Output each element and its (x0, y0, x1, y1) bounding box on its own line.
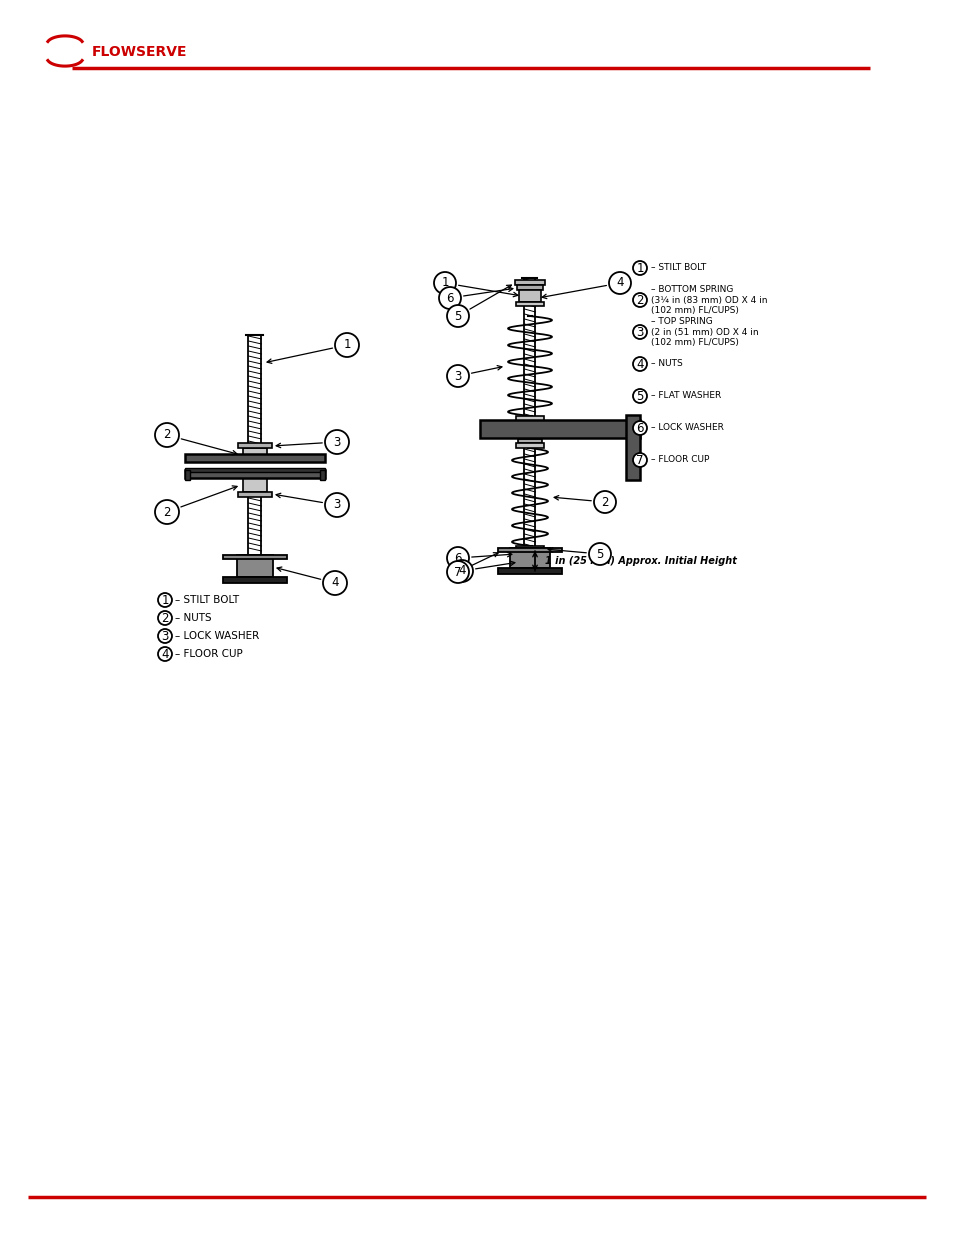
Circle shape (608, 272, 630, 294)
Text: 7: 7 (636, 453, 643, 467)
Bar (517, 438, 541, 443)
Circle shape (154, 500, 179, 524)
Circle shape (158, 647, 172, 661)
Text: 2: 2 (600, 495, 608, 509)
Circle shape (451, 559, 473, 582)
Bar (497, 548, 561, 552)
Bar (517, 285, 542, 290)
Text: 1: 1 (636, 262, 643, 274)
Bar (243, 448, 267, 462)
Bar (625, 415, 639, 480)
Text: – FLAT WASHER: – FLAT WASHER (650, 391, 720, 400)
Bar (185, 468, 325, 472)
Circle shape (434, 272, 456, 294)
Text: 3: 3 (454, 369, 461, 383)
Circle shape (633, 389, 646, 403)
Circle shape (633, 261, 646, 275)
Circle shape (447, 547, 469, 569)
Bar (517, 421, 541, 425)
Circle shape (154, 424, 179, 447)
Text: 2: 2 (636, 294, 643, 306)
Circle shape (633, 325, 646, 338)
Circle shape (633, 357, 646, 370)
Text: 4: 4 (331, 577, 338, 589)
Bar (479, 420, 639, 438)
Text: 6: 6 (446, 291, 454, 305)
Text: 3: 3 (636, 326, 643, 338)
Circle shape (594, 492, 616, 513)
Text: 6: 6 (454, 552, 461, 564)
Text: 2: 2 (163, 429, 171, 441)
Bar (223, 555, 287, 559)
Bar (515, 280, 544, 285)
Bar (497, 568, 561, 574)
Text: 1 in (25 mm) Approx. Initial Height: 1 in (25 mm) Approx. Initial Height (544, 556, 736, 566)
Text: – NUTS: – NUTS (650, 359, 682, 368)
Bar (237, 443, 272, 448)
Text: 4: 4 (161, 647, 169, 661)
Text: – LOCK WASHER: – LOCK WASHER (650, 424, 723, 432)
Circle shape (633, 293, 646, 308)
Text: 2: 2 (161, 611, 169, 625)
Bar (516, 303, 543, 306)
Circle shape (438, 287, 460, 309)
Bar (185, 471, 325, 478)
Circle shape (323, 571, 347, 595)
Text: 4: 4 (636, 357, 643, 370)
Text: 5: 5 (636, 389, 643, 403)
Text: 3: 3 (333, 436, 340, 448)
Circle shape (633, 453, 646, 467)
Circle shape (633, 421, 646, 435)
Text: 7: 7 (454, 566, 461, 578)
Text: 1: 1 (441, 277, 448, 289)
Text: 3: 3 (333, 499, 340, 511)
Bar (510, 548, 550, 568)
Text: – BOTTOM SPRING
(3¼ in (83 mm) OD X 4 in
(102 mm) FL/CUPS): – BOTTOM SPRING (3¼ in (83 mm) OD X 4 in… (650, 285, 767, 315)
Circle shape (335, 333, 358, 357)
Circle shape (447, 305, 469, 327)
Circle shape (588, 543, 610, 564)
Text: 6: 6 (636, 421, 643, 435)
Bar (518, 556, 540, 568)
Text: FLOWSERVE: FLOWSERVE (91, 44, 188, 59)
Text: 5: 5 (454, 310, 461, 322)
Text: 4: 4 (616, 277, 623, 289)
Text: – FLOOR CUP: – FLOOR CUP (174, 650, 242, 659)
Circle shape (447, 366, 469, 387)
Circle shape (325, 493, 349, 517)
Bar (223, 577, 287, 583)
Circle shape (325, 430, 349, 454)
Circle shape (158, 611, 172, 625)
Bar (185, 471, 190, 480)
Text: 5: 5 (596, 547, 603, 561)
Text: 2: 2 (163, 505, 171, 519)
Circle shape (158, 593, 172, 606)
Bar (243, 478, 267, 492)
Circle shape (447, 561, 469, 583)
Text: – TOP SPRING
(2 in (51 mm) OD X 4 in
(102 mm) FL/CUPS): – TOP SPRING (2 in (51 mm) OD X 4 in (10… (650, 317, 758, 347)
Bar (516, 546, 543, 551)
Text: 1: 1 (343, 338, 351, 352)
Bar (319, 471, 325, 480)
Text: – NUTS: – NUTS (174, 613, 212, 622)
Bar (516, 416, 543, 421)
Bar (518, 290, 540, 303)
Text: – FLOOR CUP: – FLOOR CUP (650, 456, 709, 464)
Text: 3: 3 (161, 630, 169, 642)
Text: 4: 4 (457, 564, 465, 578)
Bar (185, 454, 325, 462)
Circle shape (158, 629, 172, 643)
Bar (237, 492, 272, 496)
Text: – STILT BOLT: – STILT BOLT (650, 263, 705, 273)
Bar (517, 551, 541, 556)
Bar (236, 555, 273, 577)
Text: – STILT BOLT: – STILT BOLT (174, 595, 239, 605)
Bar (516, 443, 543, 448)
Text: – LOCK WASHER: – LOCK WASHER (174, 631, 259, 641)
Text: 1: 1 (161, 594, 169, 606)
